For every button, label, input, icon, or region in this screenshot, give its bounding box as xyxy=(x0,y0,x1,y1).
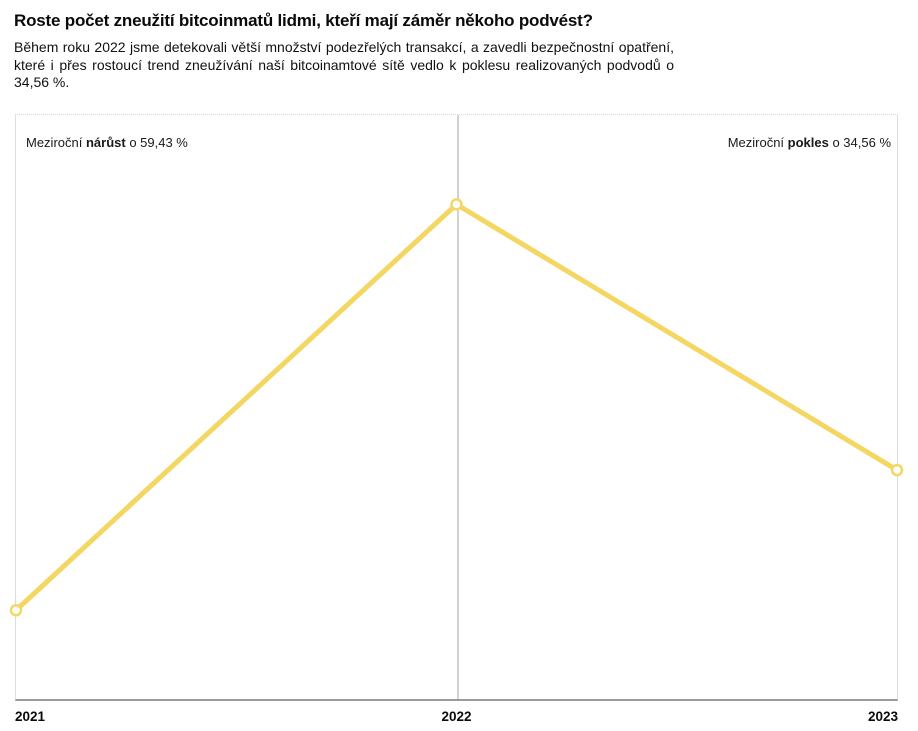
annotation-decrease-value: o 34,56 % xyxy=(828,135,891,150)
annotation-increase: Meziroční nárůst o 59,43 % xyxy=(26,135,188,150)
annotation-increase-prefix: Meziroční xyxy=(26,135,86,150)
x-axis: 2021 2022 2023 xyxy=(15,709,898,724)
data-point-marker-2022 xyxy=(450,198,463,211)
page-title: Roste počet zneužití bitcoinmatů lidmi, … xyxy=(14,11,593,30)
panel-divider xyxy=(457,115,459,699)
page-subtitle: Během roku 2022 jsme detekovali větší mn… xyxy=(14,39,674,90)
trend-chart-panel: Meziroční nárůst o 59,43 % Meziroční pok… xyxy=(9,114,904,701)
annotation-increase-word: nárůst xyxy=(85,135,126,150)
x-axis-label-2022: 2022 xyxy=(441,709,472,724)
annotation-decrease: Meziroční pokles o 34,56 % xyxy=(728,135,891,150)
trend-line-svg xyxy=(9,198,904,617)
trend-line xyxy=(14,201,899,613)
annotation-decrease-prefix: Meziroční xyxy=(727,135,788,150)
data-point-marker-2021 xyxy=(9,603,23,617)
x-axis-label-2023: 2023 xyxy=(867,709,898,724)
page: Roste počet zneužití bitcoinmatů lidmi, … xyxy=(0,11,918,731)
annotation-increase-value: o 59,43 % xyxy=(125,135,188,150)
data-point-marker-2023 xyxy=(890,463,904,477)
annotation-decrease-word: pokles xyxy=(787,135,829,150)
x-axis-label-2021: 2021 xyxy=(15,709,46,724)
